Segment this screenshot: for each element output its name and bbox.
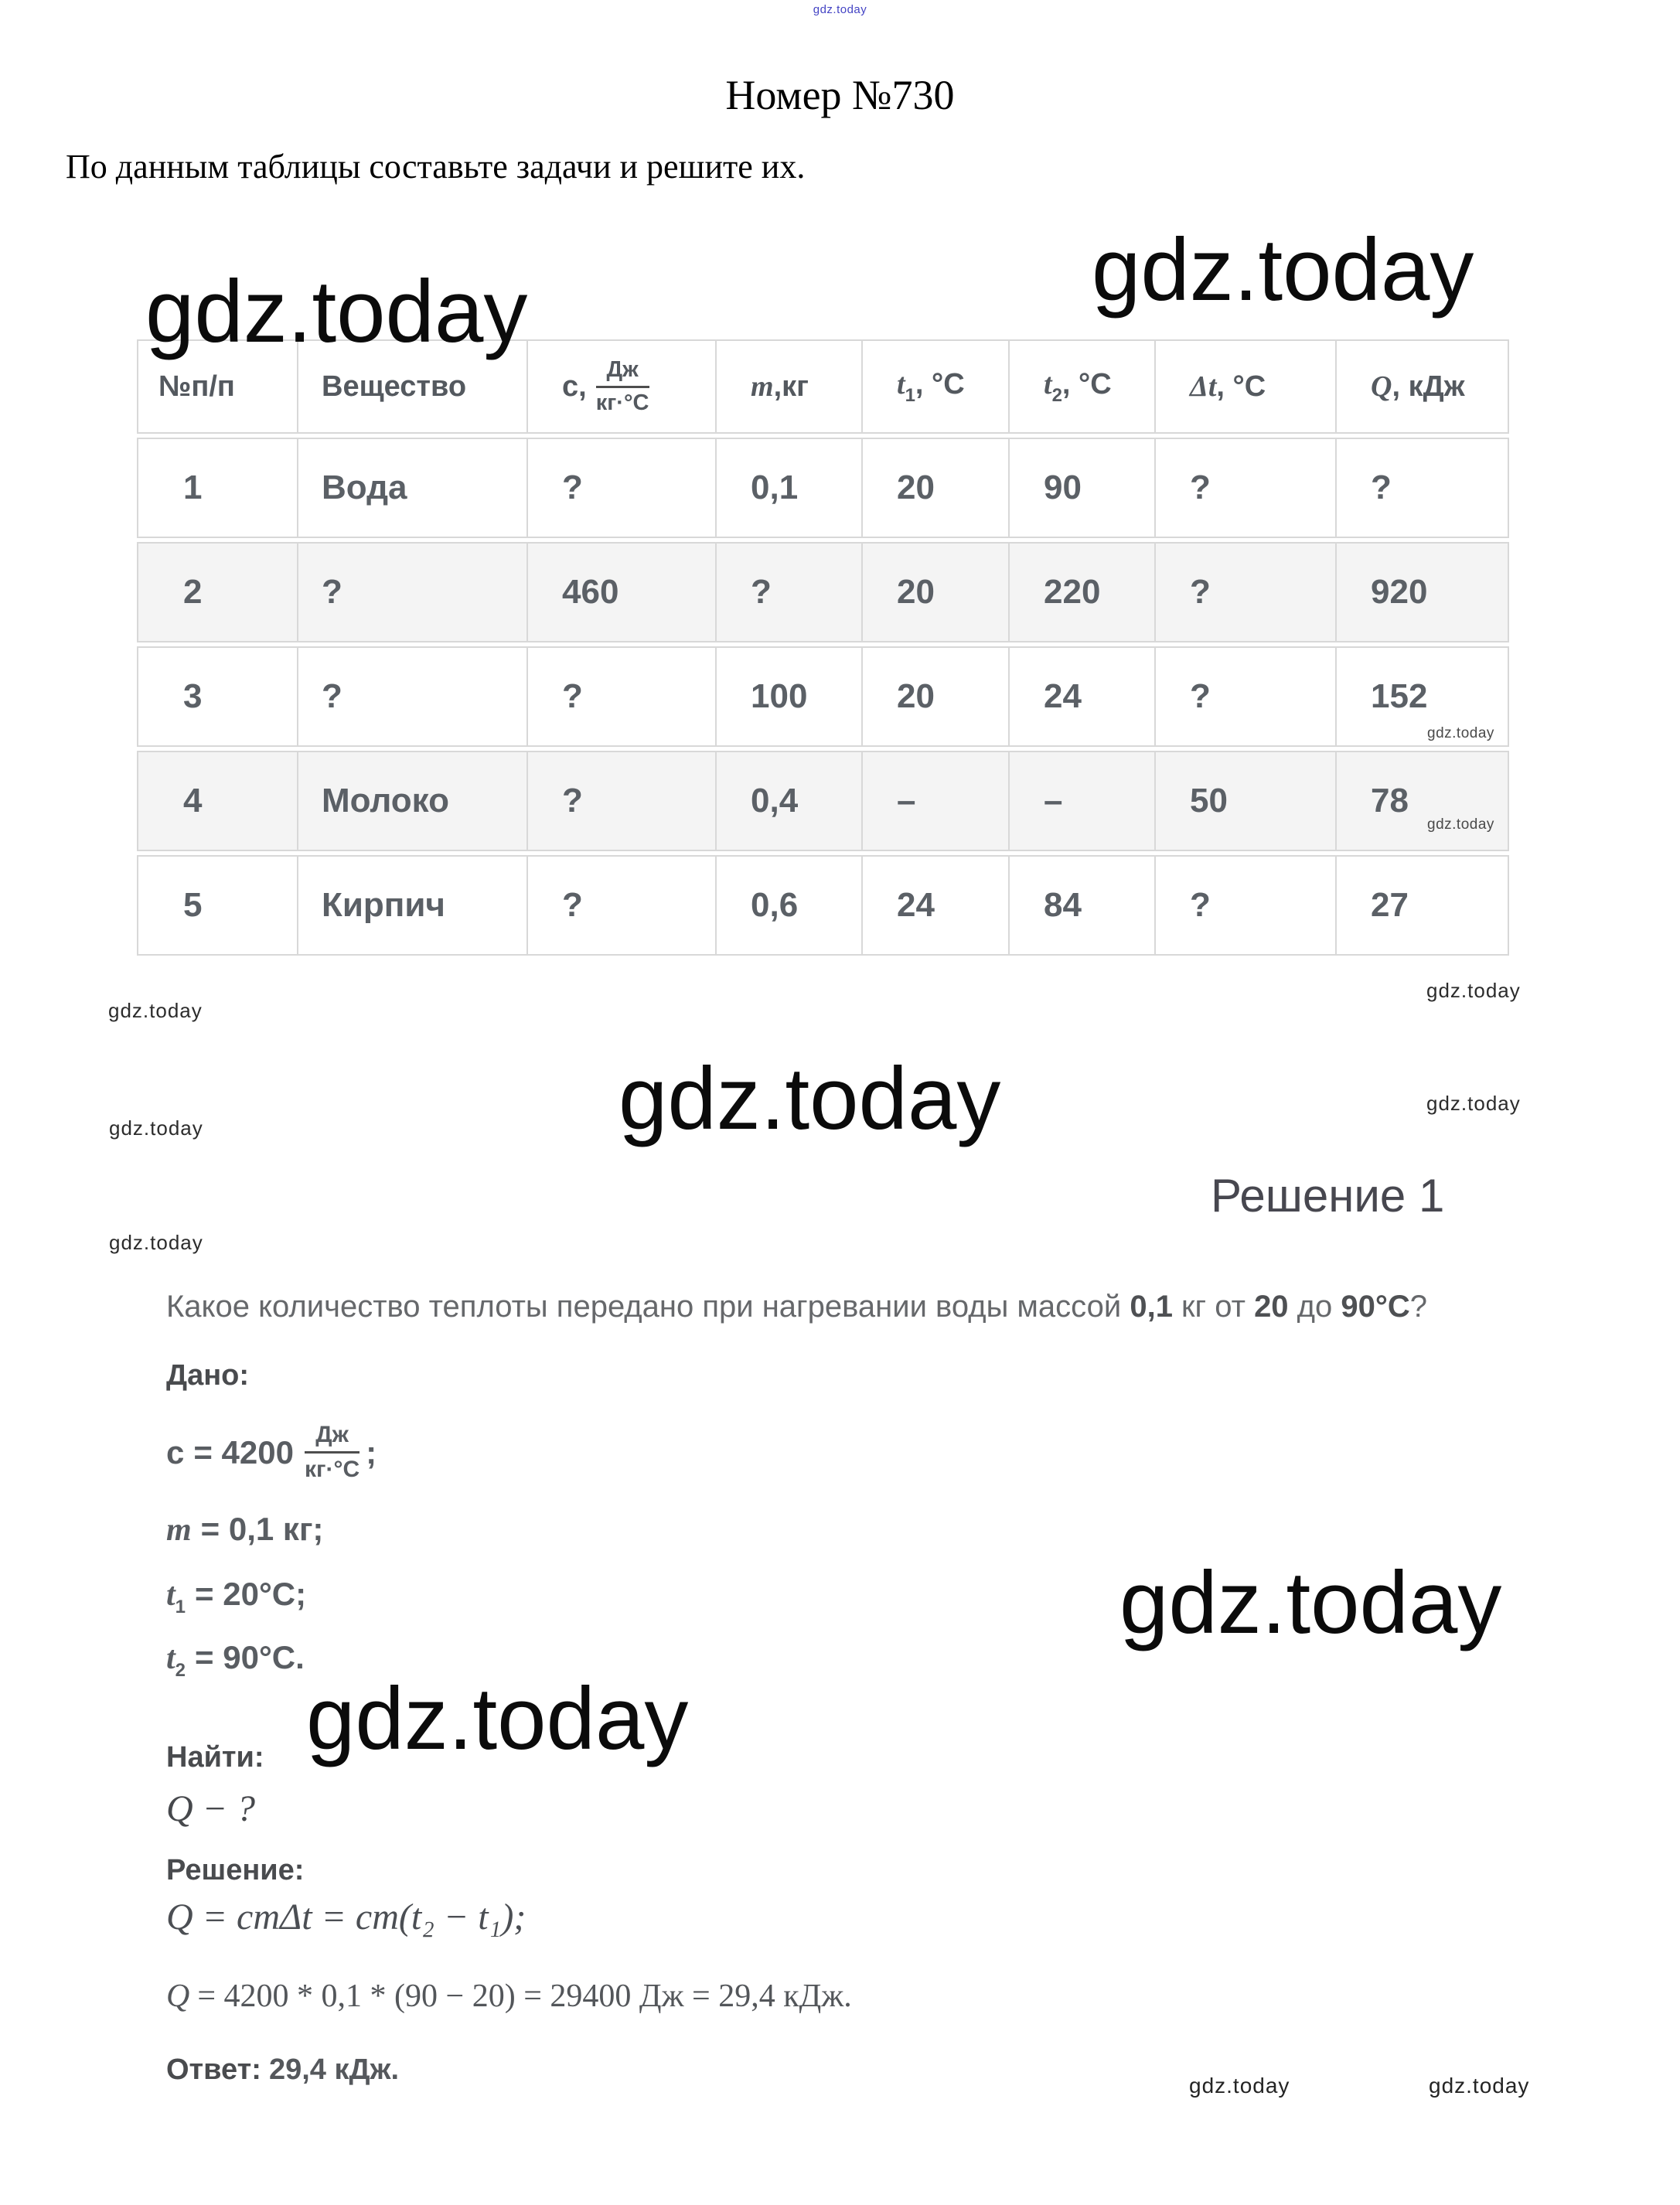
cell-q: 27 — [1335, 855, 1509, 956]
cell-substance: Молоко — [297, 751, 526, 851]
col-header-mass: m,кг — [715, 339, 861, 434]
watermark-small: gdz.today — [109, 1116, 203, 1140]
cell-specific-heat: ? — [526, 751, 715, 851]
cell-substance: Вода — [297, 438, 526, 538]
watermark-big-top-left: gdz.today — [145, 263, 528, 361]
cell-t1: 20 — [861, 542, 1008, 642]
watermark-big-mid-right: gdz.today — [1119, 1554, 1502, 1652]
specific-heat-fraction: Дж кг·°С — [305, 1422, 360, 1482]
col-header-substance: Вещество — [297, 339, 526, 434]
table-row: 3 ? ? 100 20 24 ? 152 — [137, 646, 1509, 747]
watermark-tiny-in-table: gdz.today — [1427, 725, 1494, 741]
cell-specific-heat: ? — [526, 855, 715, 956]
cell-t2: – — [1008, 751, 1154, 851]
given-t2: t2 = 90°С. — [166, 1639, 305, 1681]
table-header-row: №п/п Вещество с, Дж кг·°С m,кг t1, °С t2, … — [137, 339, 1509, 434]
find-label: Найти: — [166, 1741, 264, 1774]
watermark-small: gdz.today — [1426, 1092, 1521, 1115]
cell-number: 2 — [137, 542, 297, 642]
cell-q: 152 — [1335, 646, 1509, 747]
watermark-small: gdz.today — [1189, 2074, 1290, 2098]
given-specific-heat: c = 4200 Дж кг·°С ; — [166, 1422, 377, 1482]
watermark-small: gdz.today — [109, 1231, 203, 1254]
cell-mass: 0,4 — [715, 751, 861, 851]
watermark-big-center: gdz.today — [618, 1050, 1001, 1148]
watermark-big-mid-left: gdz.today — [306, 1670, 689, 1768]
table-row: 2 ? 460 ? 20 220 ? 920 — [137, 542, 1509, 642]
solve-label: Решение: — [166, 1854, 305, 1886]
col-header-number: №п/п — [137, 339, 297, 434]
task-instruction: По данным таблицы составьте задачи и реш… — [66, 148, 806, 186]
given-t1: t1 = 20°С; — [166, 1576, 307, 1617]
col-header-specific-heat: с, Дж кг·°С — [526, 339, 715, 434]
table-row: 1 Вода ? 0,1 20 90 ? ? — [137, 438, 1509, 538]
cell-substance: ? — [297, 646, 526, 747]
site-watermark-link[interactable]: gdz.today — [813, 3, 867, 16]
cell-mass: 100 — [715, 646, 861, 747]
cell-delta-t: ? — [1154, 542, 1335, 642]
given-mass: m = 0,1 кг; — [166, 1511, 324, 1548]
col-header-q: Q, кДж — [1335, 339, 1509, 434]
watermark-small: gdz.today — [1426, 979, 1521, 1002]
cell-number: 5 — [137, 855, 297, 956]
cell-t1: 24 — [861, 855, 1008, 956]
cell-delta-t: ? — [1154, 438, 1335, 538]
solution-heading: Решение 1 — [1211, 1170, 1445, 1222]
cell-q: 78 — [1335, 751, 1509, 851]
cell-t1: – — [861, 751, 1008, 851]
cell-number: 4 — [137, 751, 297, 851]
specific-heat-fraction: Дж кг·°С — [595, 357, 649, 415]
cell-substance: Кирпич — [297, 855, 526, 956]
cell-q: ? — [1335, 438, 1509, 538]
cell-substance: ? — [297, 542, 526, 642]
watermark-small: gdz.today — [1429, 2074, 1530, 2098]
cell-q: 920 — [1335, 542, 1509, 642]
cell-t2: 90 — [1008, 438, 1154, 538]
cell-t2: 24 — [1008, 646, 1154, 747]
cell-delta-t: ? — [1154, 855, 1335, 956]
watermark-tiny-in-table: gdz.today — [1427, 816, 1494, 833]
cell-t1: 20 — [861, 646, 1008, 747]
cell-specific-heat: 460 — [526, 542, 715, 642]
calculation-line: Q = 4200 * 0,1 * (90 − 20) = 29400 Дж = 2… — [166, 1978, 852, 2014]
cell-t1: 20 — [861, 438, 1008, 538]
table-row: 4 Молоко ? 0,4 – – 50 78 — [137, 751, 1509, 851]
cell-delta-t: 50 — [1154, 751, 1335, 851]
find-expression: Q − ? — [166, 1788, 256, 1829]
watermark-small: gdz.today — [108, 999, 203, 1022]
cell-specific-heat: ? — [526, 646, 715, 747]
cell-specific-heat: ? — [526, 438, 715, 538]
given-label: Дано: — [166, 1359, 250, 1392]
formula-line: Q = cmΔt = cm(t₂ − t₁); — [166, 1897, 526, 1937]
col-header-t2: t2, °С — [1008, 339, 1154, 434]
col-header-t1: t1, °С — [861, 339, 1008, 434]
cell-mass: 0,6 — [715, 855, 861, 956]
cell-mass: ? — [715, 542, 861, 642]
page-title: Номер №730 — [725, 72, 955, 118]
watermark-big-top-right: gdz.today — [1092, 221, 1474, 319]
cell-number: 3 — [137, 646, 297, 747]
cell-t2: 84 — [1008, 855, 1154, 956]
col-header-delta-t: Δt, °С — [1154, 339, 1335, 434]
table-row: 5 Кирпич ? 0,6 24 84 ? 27 — [137, 855, 1509, 956]
cell-mass: 0,1 — [715, 438, 861, 538]
cell-number: 1 — [137, 438, 297, 538]
answer-line: Ответ: 29,4 кДж. — [166, 2053, 400, 2086]
heat-problems-table: №п/п Вещество с, Дж кг·°С m,кг t1, °С t2, … — [137, 336, 1509, 959]
problem-statement: Какое количество теплоты передано при на… — [166, 1290, 1427, 1324]
cell-t2: 220 — [1008, 542, 1154, 642]
cell-delta-t: ? — [1154, 646, 1335, 747]
